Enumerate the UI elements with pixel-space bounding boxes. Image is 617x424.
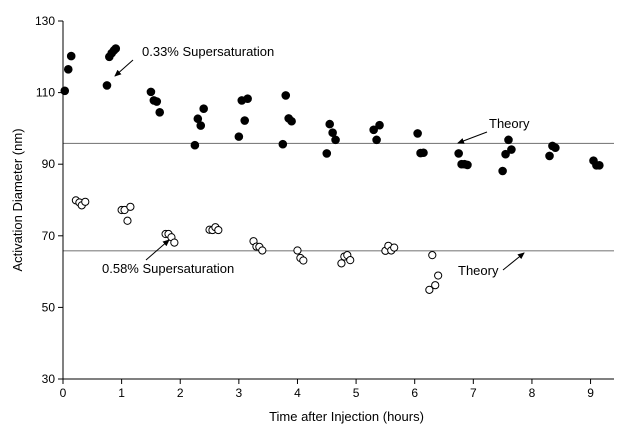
point-058: [299, 256, 308, 265]
point-033: [287, 116, 296, 126]
point-058: [434, 271, 443, 280]
point-033: [66, 51, 76, 61]
point-058: [346, 256, 355, 265]
x-tick-label: 0: [60, 386, 67, 400]
point-058: [425, 285, 434, 294]
point-033: [199, 104, 208, 114]
x-axis-title: Time after Injection (hours): [269, 409, 424, 424]
point-033: [595, 160, 604, 170]
point-033: [331, 135, 340, 145]
point-033: [155, 107, 165, 117]
point-033: [243, 94, 252, 103]
point-033: [498, 166, 507, 176]
point-058: [81, 197, 90, 206]
point-033: [551, 143, 560, 153]
point-033: [325, 119, 335, 129]
x-tick-label: 7: [470, 386, 477, 400]
point-058: [214, 225, 223, 235]
point-058: [431, 281, 440, 290]
point-033: [152, 97, 162, 106]
y-tick-label: 90: [42, 157, 56, 171]
data-points: [60, 44, 604, 294]
axes: 30 50 70 90 110 130 0 1 2 3 4 5 6 7 8 9: [35, 14, 614, 400]
point-033: [413, 129, 422, 138]
annotation-label: Theory: [489, 116, 530, 131]
x-tick-label: 1: [118, 386, 125, 400]
point-033: [111, 44, 121, 53]
point-033: [504, 135, 513, 145]
x-tick-label: 2: [177, 386, 184, 400]
x-tick-label: 4: [294, 386, 301, 400]
annotation-arrow: [502, 252, 525, 271]
point-033: [196, 121, 206, 130]
point-033: [190, 140, 200, 150]
point-033: [146, 87, 156, 97]
y-tick-label: 50: [42, 300, 56, 314]
point-033: [369, 125, 378, 135]
point-033: [375, 120, 384, 130]
point-033: [281, 91, 291, 100]
point-033: [372, 135, 381, 145]
point-033: [328, 128, 337, 137]
point-033: [278, 139, 288, 149]
annotation-arrow: [457, 131, 488, 144]
point-058: [293, 246, 302, 255]
point-058: [170, 238, 179, 247]
point-058: [390, 243, 399, 252]
x-tick-label: 9: [587, 386, 594, 400]
y-tick-label: 130: [35, 14, 55, 28]
annotation-arrow: [145, 239, 170, 261]
annotation-label: 0.58% Supersaturation: [102, 261, 234, 276]
point-058: [126, 202, 135, 211]
annotation-label: Theory: [458, 263, 499, 278]
point-033: [507, 145, 516, 154]
point-058: [258, 246, 267, 255]
annotations: 0.33% Supersaturation 0.58% Supersaturati…: [102, 44, 530, 278]
theory-lines: [63, 142, 614, 252]
x-tick-label: 6: [411, 386, 418, 400]
point-033: [234, 132, 244, 141]
point-033: [501, 149, 510, 159]
point-033: [322, 149, 332, 158]
y-tick-label: 110: [36, 86, 55, 100]
annotation-arrow: [114, 59, 134, 77]
x-tick-label: 5: [353, 386, 360, 400]
point-033: [545, 151, 554, 161]
y-axis-title: Activation Diameter (nm): [10, 128, 25, 271]
annotation-label: 0.33% Supersaturation: [142, 44, 274, 59]
point-033: [454, 149, 463, 158]
y-tick-label: 70: [42, 229, 56, 243]
point-033: [419, 148, 428, 158]
point-033: [102, 81, 112, 90]
point-033: [60, 86, 70, 96]
point-058: [337, 259, 346, 268]
x-tick-label: 3: [236, 386, 243, 400]
point-058: [123, 216, 132, 225]
point-033: [463, 160, 472, 170]
x-tick-label: 8: [529, 386, 536, 400]
point-033: [63, 65, 73, 74]
point-033: [240, 116, 250, 125]
point-058: [428, 251, 437, 260]
y-tick-label: 30: [42, 372, 56, 386]
